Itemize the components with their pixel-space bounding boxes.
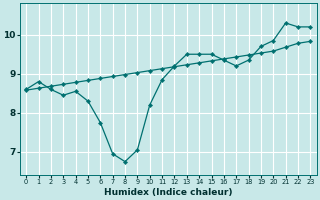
X-axis label: Humidex (Indice chaleur): Humidex (Indice chaleur) [104, 188, 233, 197]
